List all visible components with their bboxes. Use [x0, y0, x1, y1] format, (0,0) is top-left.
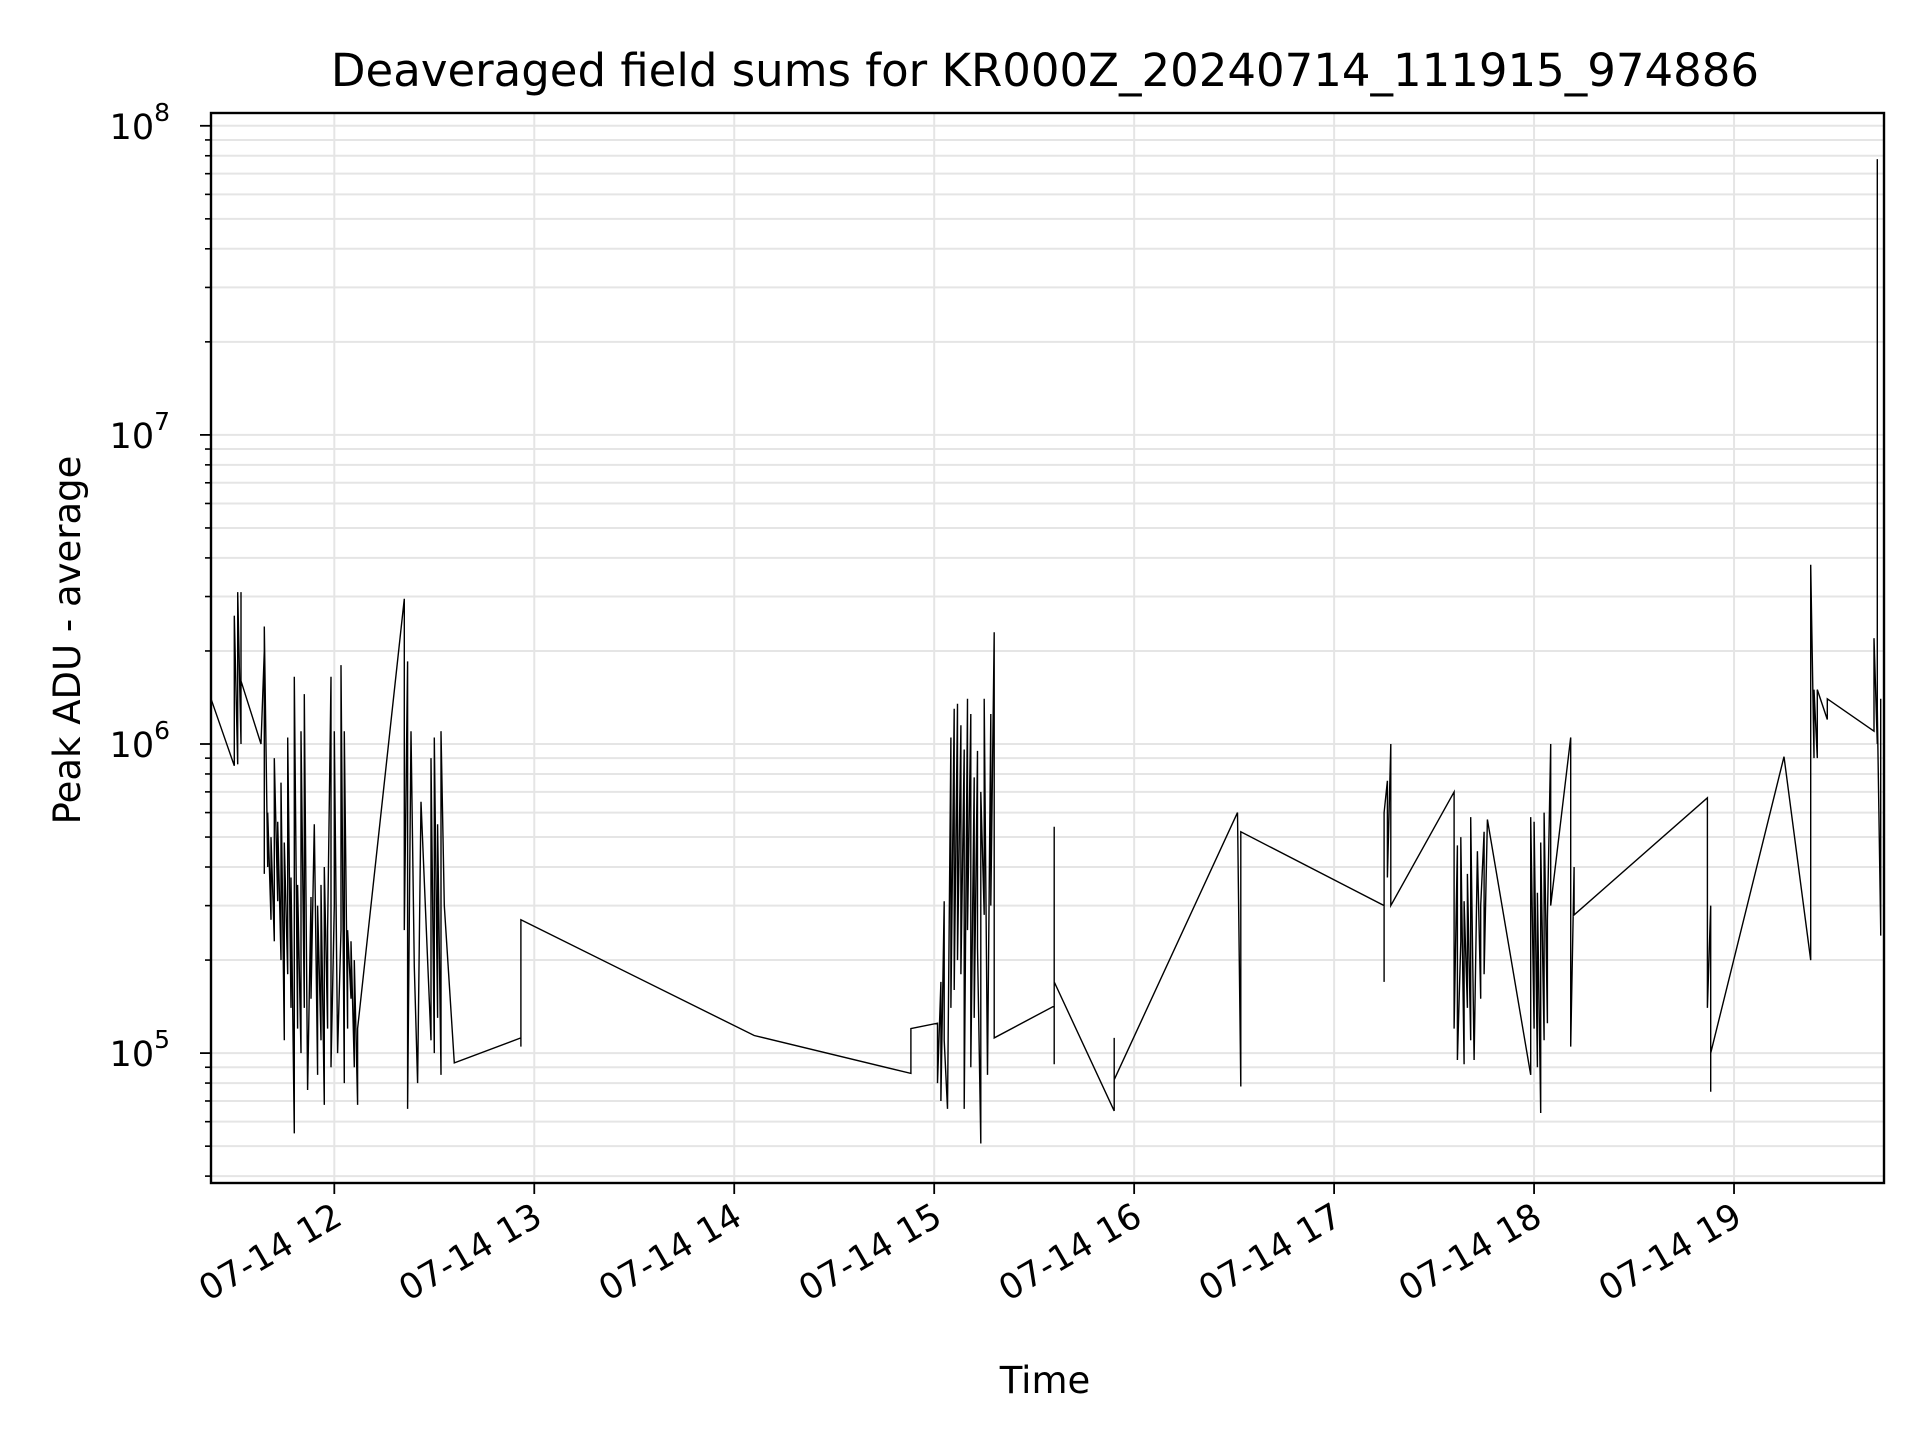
plot-frame — [209, 111, 1886, 1185]
y-tick-label-base: 10 — [110, 726, 155, 766]
series-line — [211, 159, 1882, 1144]
y-tick-label-exponent: 6 — [154, 716, 170, 745]
x-tick-label: 07-14 14 — [592, 1196, 748, 1309]
y-tick-label-exponent: 7 — [154, 407, 170, 436]
grid — [211, 113, 1884, 1183]
y-tick-label: 105 — [110, 1025, 170, 1075]
y-tick-label-base: 10 — [110, 108, 155, 148]
x-tick-label: 07-14 12 — [193, 1196, 349, 1309]
x-tick-label: 07-14 15 — [792, 1196, 948, 1309]
y-tick-label: 107 — [110, 407, 170, 457]
y-tick-label-base: 10 — [110, 417, 155, 457]
y-tick-label-exponent: 8 — [154, 98, 170, 127]
series-group — [211, 159, 1882, 1144]
x-tick-label: 07-14 13 — [392, 1196, 548, 1309]
chart-title: Deaveraged field sums for KR000Z_2024071… — [331, 44, 1759, 97]
x-tick-label: 07-14 18 — [1392, 1196, 1548, 1309]
x-tick-label: 07-14 16 — [992, 1196, 1148, 1309]
x-tick-label: 07-14 17 — [1192, 1196, 1348, 1309]
y-tick-label: 108 — [110, 98, 170, 148]
y-tick-label: 106 — [110, 716, 170, 766]
y-axis-label: Peak ADU - average — [46, 456, 89, 825]
y-tick-label-base: 10 — [110, 1035, 155, 1075]
x-axis-label: Time — [999, 1359, 1091, 1402]
y-tick-label-exponent: 5 — [154, 1025, 170, 1054]
x-tick-label: 07-14 19 — [1592, 1196, 1748, 1309]
